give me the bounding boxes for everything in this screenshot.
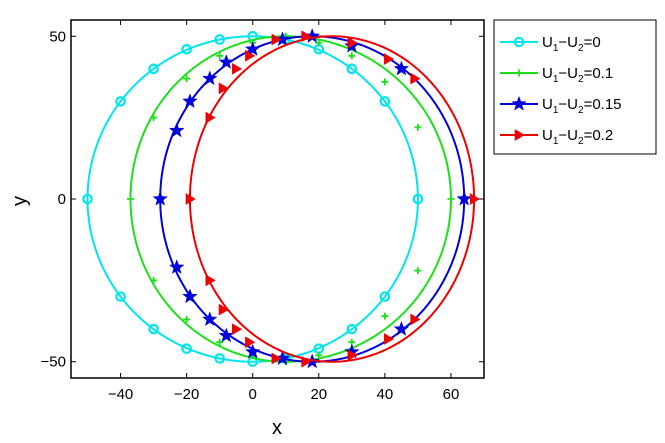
x-tick-label: 60 bbox=[443, 386, 460, 403]
series-point bbox=[168, 259, 185, 274]
series-point bbox=[218, 82, 229, 95]
series-point bbox=[412, 193, 424, 205]
series-point bbox=[115, 291, 126, 302]
series-point bbox=[271, 352, 282, 365]
series-point bbox=[150, 114, 158, 122]
y-tick-label: 50 bbox=[49, 28, 66, 45]
x-tick-label: −40 bbox=[108, 386, 133, 403]
series-point bbox=[214, 34, 225, 45]
series-point bbox=[185, 193, 196, 205]
series-point bbox=[82, 193, 93, 205]
y-tick-label: −50 bbox=[41, 354, 66, 371]
series-point bbox=[301, 30, 312, 43]
series-point bbox=[182, 288, 198, 304]
legend-item: U1−U2=0 bbox=[500, 34, 601, 54]
series-point bbox=[410, 313, 421, 326]
series-point bbox=[245, 336, 256, 349]
series-point bbox=[201, 70, 218, 86]
series-point bbox=[414, 267, 422, 275]
series-line bbox=[86, 35, 419, 363]
series-3 bbox=[185, 30, 481, 368]
series-point bbox=[347, 36, 358, 49]
series-point bbox=[271, 33, 282, 46]
series-point bbox=[205, 111, 216, 124]
series-point bbox=[379, 291, 391, 302]
y-axis-label: y bbox=[9, 196, 31, 206]
series-point bbox=[315, 39, 323, 47]
series-point bbox=[214, 353, 225, 364]
series-point bbox=[231, 62, 243, 75]
series-point bbox=[244, 41, 261, 56]
x-tick-label: 20 bbox=[310, 386, 327, 403]
legend-label: U1−U2=0.1 bbox=[542, 65, 613, 85]
series-point bbox=[126, 195, 134, 203]
legend-item: U1−U2=0.2 bbox=[500, 127, 613, 147]
series-point bbox=[383, 333, 395, 345]
legend-label: U1−U2=0.2 bbox=[542, 127, 613, 147]
legend-marker bbox=[513, 36, 525, 48]
x-axis-label: x bbox=[272, 417, 282, 439]
series-layer bbox=[82, 28, 481, 369]
series-point bbox=[393, 320, 410, 336]
x-tick-label: 40 bbox=[377, 386, 394, 403]
legend: U1−U2=0 U1−U2=0.1 U1−U2=0.15 U1−U2=0.2 bbox=[493, 19, 657, 155]
series-point bbox=[414, 123, 422, 131]
series-point bbox=[218, 327, 235, 343]
series-point bbox=[216, 338, 224, 346]
x-tick-label: −20 bbox=[174, 386, 199, 403]
series-point bbox=[346, 63, 358, 75]
series-point bbox=[218, 54, 235, 69]
series-point bbox=[245, 49, 256, 62]
series-point bbox=[393, 60, 410, 76]
legend-label: U1−U2=0 bbox=[542, 34, 601, 54]
series-point bbox=[218, 303, 229, 316]
series-point bbox=[181, 43, 192, 55]
series-point bbox=[231, 323, 243, 336]
series-2 bbox=[152, 28, 473, 369]
series-point bbox=[148, 323, 159, 335]
ticks-layer: −40 −20 0 20 40 60 −50 0 50 bbox=[41, 20, 484, 403]
series-point bbox=[183, 75, 191, 83]
series-point bbox=[115, 96, 126, 107]
series-point bbox=[379, 96, 391, 107]
legend-marker bbox=[515, 69, 523, 77]
legend-item: U1−U2=0.1 bbox=[500, 65, 613, 85]
series-point bbox=[205, 274, 216, 287]
series-point bbox=[383, 53, 395, 65]
series-point bbox=[447, 195, 455, 203]
series-point bbox=[152, 190, 169, 206]
series-point bbox=[244, 343, 261, 359]
series-point bbox=[301, 355, 312, 368]
series-point bbox=[216, 52, 224, 60]
legend-marker bbox=[514, 129, 525, 141]
x-tick-label: 0 bbox=[249, 386, 257, 403]
series-point bbox=[348, 52, 356, 60]
series-point bbox=[148, 63, 159, 75]
series-point bbox=[168, 122, 185, 138]
series-point bbox=[347, 349, 358, 362]
series-point bbox=[181, 343, 192, 355]
legend-marker bbox=[511, 95, 527, 111]
series-point bbox=[469, 193, 481, 205]
series-point bbox=[183, 315, 191, 323]
series-point bbox=[150, 276, 158, 284]
series-point bbox=[315, 351, 323, 359]
series-point bbox=[201, 311, 218, 327]
y-tick-label: 0 bbox=[58, 191, 66, 208]
legend-label: U1−U2=0.15 bbox=[542, 96, 622, 116]
series-0 bbox=[82, 30, 424, 368]
series-point bbox=[182, 93, 198, 109]
series-point bbox=[381, 312, 389, 320]
series-point bbox=[381, 78, 389, 86]
legend-item: U1−U2=0.15 bbox=[500, 95, 622, 116]
series-point bbox=[456, 190, 473, 206]
series-point bbox=[346, 323, 358, 335]
series-point bbox=[410, 72, 421, 85]
